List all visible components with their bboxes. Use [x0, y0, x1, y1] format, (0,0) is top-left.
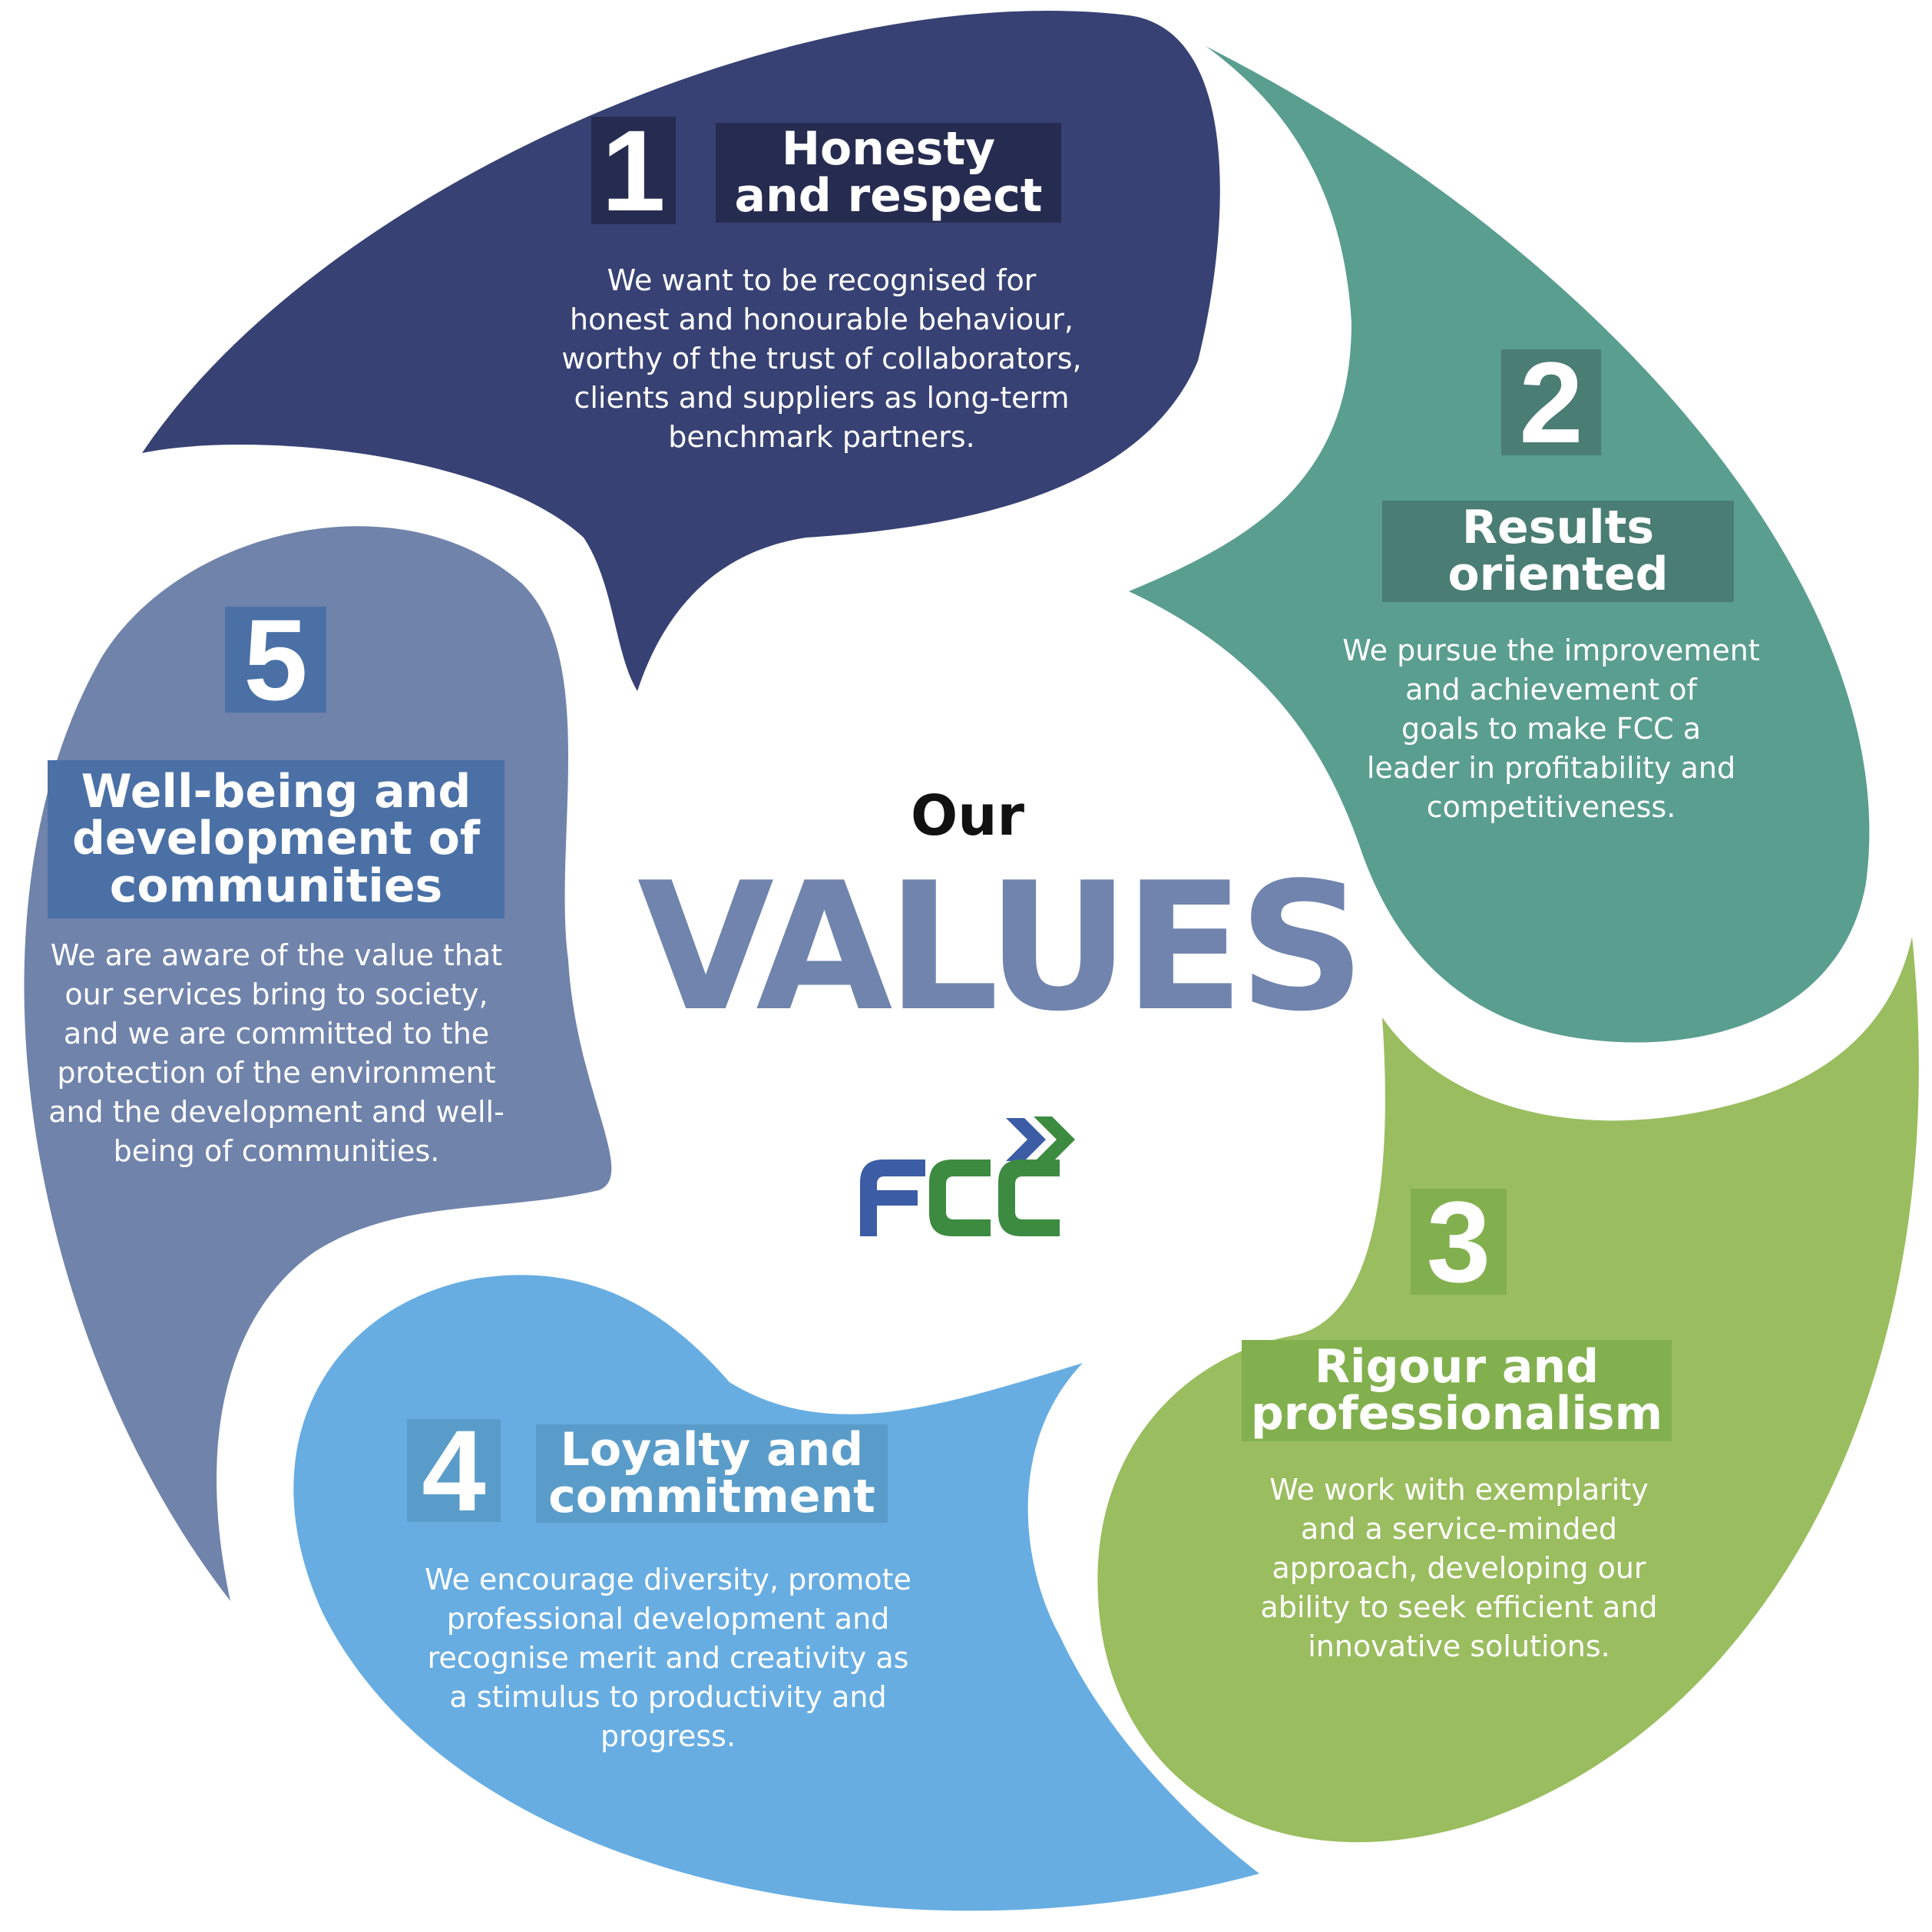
center-heading-values: VALUES — [637, 845, 1365, 1050]
value-4-title-line2: commitment — [548, 1470, 875, 1523]
value-5-title: Well-being and development of communitie… — [48, 760, 505, 918]
value-1-title-line1: Honesty — [781, 121, 996, 176]
value-3-number: 3 — [1411, 1184, 1507, 1299]
logo-chevron-blue — [1006, 1118, 1046, 1161]
value-1-title: Honesty and respect — [716, 123, 1061, 223]
value-5-title-line1: Well-being and — [81, 765, 471, 819]
value-2-title-line2: oriented — [1447, 548, 1669, 601]
value-3-description: We work with exemplarity and a service-m… — [1260, 1473, 1658, 1663]
value-1-number: 1 — [591, 113, 676, 228]
value-4-title-line1: Loyalty and — [560, 1422, 864, 1477]
fcc-logo — [860, 1117, 1075, 1236]
value-5-title-line3: communities — [109, 858, 443, 913]
value-4-number: 4 — [407, 1413, 501, 1528]
value-3-title-line2: professionalism — [1250, 1387, 1663, 1441]
value-3-title-line1: Rigour and — [1314, 1339, 1600, 1394]
logo-letter-c1 — [929, 1160, 991, 1236]
petal-4 — [293, 1275, 1260, 1911]
value-5-number: 5 — [225, 602, 326, 717]
value-4-title: Loyalty and commitment — [536, 1424, 888, 1523]
logo-letter-f — [860, 1160, 925, 1236]
value-4-description: We encourage diversity, promote professi… — [425, 1563, 911, 1753]
value-2-title: Results oriented — [1382, 501, 1734, 602]
value-1-description: We want to be recognised for honest and … — [561, 263, 1082, 454]
value-3-title: Rigour and professionalism — [1242, 1340, 1672, 1441]
value-2-number: 2 — [1501, 345, 1601, 460]
value-1-title-line2: and respect — [734, 169, 1043, 223]
logo-chevron-green — [1034, 1117, 1075, 1163]
center-heading-our: Our — [911, 783, 1024, 848]
value-5-description: We are aware of the value that our servi… — [48, 938, 505, 1168]
logo-letter-c2 — [998, 1160, 1060, 1236]
value-2-title-line1: Results — [1461, 500, 1655, 554]
value-2-description: We pursue the improvement and achievemen… — [1342, 634, 1760, 824]
value-5-title-line2: development of — [71, 812, 480, 866]
